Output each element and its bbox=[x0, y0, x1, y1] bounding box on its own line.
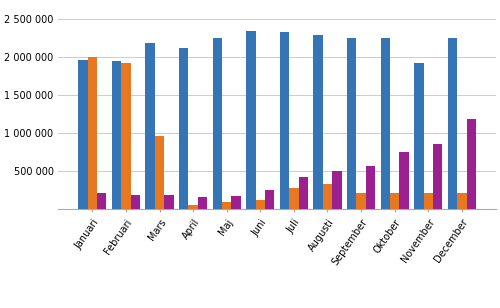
Bar bbox=[289, 188, 298, 209]
Bar bbox=[424, 193, 433, 209]
Bar bbox=[212, 38, 222, 209]
Bar bbox=[130, 195, 140, 209]
Bar bbox=[232, 196, 241, 209]
Bar bbox=[97, 193, 106, 209]
Bar bbox=[400, 152, 409, 209]
Bar bbox=[347, 38, 356, 209]
Bar bbox=[380, 38, 390, 209]
Bar bbox=[88, 57, 97, 209]
Bar bbox=[78, 60, 88, 209]
Bar bbox=[390, 193, 400, 209]
Bar bbox=[265, 190, 274, 209]
Bar bbox=[179, 47, 188, 209]
Bar bbox=[314, 34, 323, 209]
Bar bbox=[298, 177, 308, 209]
Bar bbox=[188, 205, 198, 209]
Bar bbox=[414, 63, 424, 209]
Bar bbox=[246, 31, 256, 209]
Bar bbox=[256, 200, 265, 209]
Bar bbox=[366, 166, 375, 209]
Bar bbox=[198, 197, 207, 209]
Bar bbox=[457, 193, 466, 209]
Bar bbox=[164, 195, 173, 209]
Bar bbox=[280, 31, 289, 209]
Bar bbox=[112, 61, 122, 209]
Bar bbox=[122, 63, 130, 209]
Bar bbox=[433, 144, 442, 209]
Bar bbox=[332, 171, 342, 209]
Bar bbox=[356, 193, 366, 209]
Bar bbox=[448, 38, 457, 209]
Bar bbox=[466, 119, 476, 209]
Bar bbox=[146, 43, 155, 209]
Bar bbox=[155, 136, 164, 209]
Bar bbox=[222, 202, 232, 209]
Bar bbox=[323, 184, 332, 209]
